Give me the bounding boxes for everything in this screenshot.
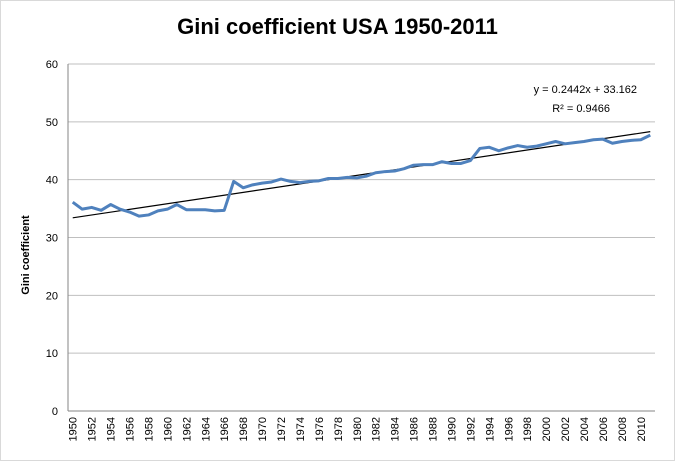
- y-tick-label: 60: [46, 59, 58, 71]
- x-tick-label: 1958: [143, 417, 155, 441]
- trendline: [72, 131, 651, 219]
- x-tick-label: 1974: [295, 417, 307, 441]
- x-tick-label: 2004: [579, 417, 591, 441]
- y-tick-label: 40: [46, 175, 58, 187]
- y-tick-label: 10: [46, 348, 58, 360]
- x-tick-label: 1992: [465, 417, 477, 441]
- x-tick-label: 1994: [484, 417, 496, 441]
- x-tick-label: 2008: [617, 417, 629, 441]
- x-tick-label: 1988: [428, 417, 440, 441]
- x-tick-label: 1960: [162, 417, 174, 441]
- x-tick-label: 1966: [219, 417, 231, 441]
- x-tick-label: 1972: [276, 417, 288, 441]
- x-tick-label: 1978: [333, 417, 345, 441]
- x-tick-label: 1970: [257, 417, 269, 441]
- x-tick-label: 2006: [598, 417, 610, 441]
- x-tick-label: 2002: [560, 417, 572, 441]
- x-tick-label: 1964: [200, 417, 212, 441]
- x-tick-label: 1968: [238, 417, 250, 441]
- trendline-r2: R² = 0.9466: [552, 103, 610, 115]
- x-tick-label: 1950: [68, 417, 80, 441]
- x-tick-label: 1998: [522, 417, 534, 441]
- x-tick-label: 1990: [446, 417, 458, 441]
- trendline-equation: y = 0.2442x + 33.162: [534, 84, 637, 96]
- y-tick-label: 50: [46, 117, 58, 129]
- x-tick-label: 1984: [390, 417, 402, 441]
- chart-title: Gini coefficient USA 1950-2011: [177, 14, 498, 39]
- x-tick-label: 1956: [125, 417, 137, 441]
- x-tick-label: 2000: [541, 417, 553, 441]
- x-tick-label: 1976: [314, 417, 326, 441]
- x-tick-label: 1982: [371, 417, 383, 441]
- x-tick-label: 1986: [409, 417, 421, 441]
- x-tick-label: 1952: [87, 417, 99, 441]
- y-tick-label: 20: [46, 290, 58, 302]
- x-tick-label: 1996: [503, 417, 515, 441]
- y-tick-label: 0: [52, 406, 58, 418]
- x-tick-label: 1962: [181, 417, 193, 441]
- x-tick-label: 1954: [106, 417, 118, 441]
- series-line: [71, 133, 651, 218]
- x-tick-label: 1980: [352, 417, 364, 441]
- y-tick-label: 30: [46, 233, 58, 245]
- x-tick-label: 2010: [636, 417, 648, 441]
